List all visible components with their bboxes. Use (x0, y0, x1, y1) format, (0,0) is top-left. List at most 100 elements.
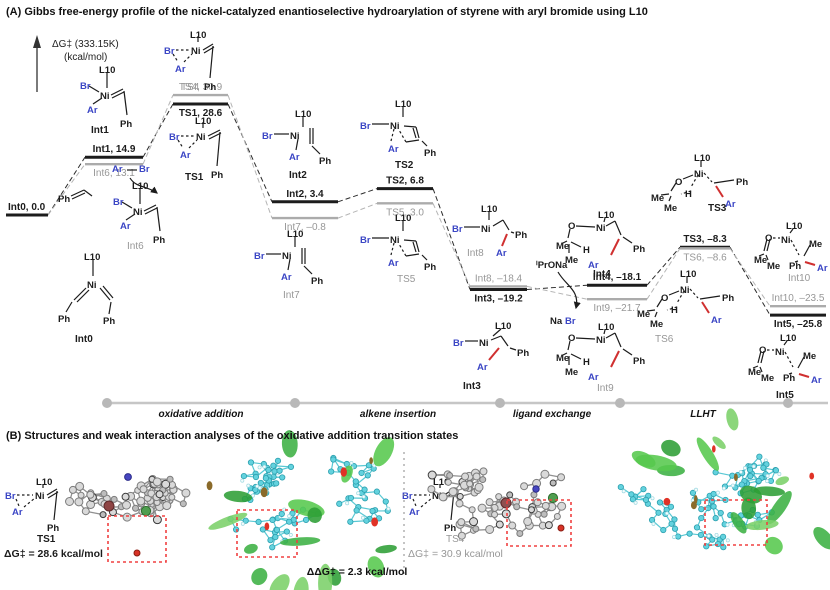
bond-line (183, 53, 193, 63)
bond-line (172, 53, 179, 63)
nci-plot-ts1 (206, 430, 397, 590)
bond-line (216, 131, 221, 167)
atom (121, 492, 130, 501)
carbon-atom (698, 514, 705, 522)
nci-red-surface (369, 457, 373, 465)
stage-dot-1 (290, 398, 300, 408)
atom (469, 517, 479, 527)
carbon-atom (279, 474, 286, 481)
nci-red-surface (264, 522, 270, 531)
hydrogen-atom (246, 483, 251, 488)
level-label-Int0: Int0, 0.0 (8, 202, 46, 213)
bond-line (656, 298, 663, 308)
atom-label: Me (565, 367, 578, 378)
bond-line (99, 287, 111, 301)
carbon-atom (754, 511, 761, 518)
structure-int3: L10 Br Ni Ph Ar Int3 (453, 321, 529, 392)
bond-line (765, 254, 769, 261)
bond-line (412, 498, 417, 507)
structure-int0: L10 Ni Ph Ph Int0 (58, 252, 115, 345)
hydrogen-atom (650, 496, 655, 501)
hydrogen-atom (240, 521, 245, 526)
bond-line (403, 125, 417, 128)
nci-red-surface (206, 481, 213, 491)
atom (491, 510, 499, 518)
atom (162, 501, 172, 511)
atom-label: L10 (433, 477, 449, 488)
carbon-atom (353, 507, 360, 514)
level-label-Int7: Int7, –0.8 (284, 222, 326, 233)
nci-green-surface (293, 576, 309, 590)
hydrogen-atom (349, 460, 354, 465)
stage-dot-3 (615, 398, 625, 408)
ts1-energy-label: ΔG‡ = 28.6 kcal/mol (4, 548, 103, 560)
atom (520, 482, 529, 491)
bond-line (88, 85, 100, 93)
carbon-atom (382, 498, 389, 505)
atom-label: L10 (395, 99, 411, 110)
bond-line (488, 347, 500, 361)
connector-major (142, 103, 174, 158)
bond-line (123, 90, 128, 116)
atom-label: Ni (100, 91, 110, 102)
atom-label: Me (650, 319, 663, 330)
atom-label: L10 (132, 181, 148, 192)
bond-line (690, 174, 699, 188)
atom-label: Ni (432, 491, 442, 502)
atom-label: Ni (87, 280, 97, 291)
atom-label: L10 (694, 153, 710, 164)
bond-line (666, 306, 678, 311)
atom-label: Ni (390, 235, 400, 246)
bond-line (405, 139, 420, 143)
atom-label: Me (651, 193, 664, 204)
structure-int2: L10 Br Ni Ar Ph Int2 (262, 109, 331, 181)
atom-label: Br (360, 121, 371, 132)
atom-label: Ph (783, 373, 795, 384)
bond-line (758, 253, 765, 257)
highlight-rect (704, 499, 768, 546)
carbon-atom (772, 467, 780, 474)
bond-line (500, 335, 509, 347)
atom (110, 495, 118, 503)
carbon-atom (767, 477, 775, 485)
carbon-atom (265, 466, 272, 474)
structure-caption-TS6: TS6 (655, 334, 674, 345)
atom (523, 516, 533, 526)
bond-line (790, 239, 800, 256)
bond-line (699, 295, 721, 300)
atom-label: L10 (786, 221, 802, 232)
bond-line (15, 498, 20, 507)
structure-caption-TS5: TS5 (397, 274, 416, 285)
structure-caption-TS3: TS3 (708, 203, 727, 214)
carbon-atom (242, 517, 249, 524)
atom-label: O (568, 333, 575, 344)
structure-ts5: L10 Br Ni Ar Ph TS5 (360, 213, 436, 285)
hydrogen-atom (287, 514, 292, 519)
carbon-atom (655, 509, 662, 516)
bond-line (797, 356, 805, 369)
atom (540, 469, 550, 479)
atom (139, 485, 148, 494)
bond-line (622, 236, 633, 244)
bond-line (202, 43, 214, 51)
level-label-Int5: Int5, –25.8 (774, 319, 823, 330)
nci-red-surface (371, 517, 379, 527)
bond-line (490, 335, 502, 341)
atom (540, 510, 548, 518)
atom-label: Ph (789, 261, 801, 272)
atom-label: L10 (295, 109, 311, 120)
carbon-atom (330, 456, 337, 463)
stage-dot-4 (783, 398, 793, 408)
carbon-atom (232, 526, 240, 533)
hydrogen-atom (361, 515, 365, 520)
hydrogen-atom (262, 464, 267, 469)
bond-line (76, 289, 90, 303)
atom (438, 492, 448, 502)
atom-label: Na (550, 316, 563, 327)
nci-green-surface (696, 437, 720, 471)
connector-minor (337, 202, 378, 219)
nci-red-surface (711, 445, 716, 453)
ballstick-model-ts1 (65, 473, 191, 563)
